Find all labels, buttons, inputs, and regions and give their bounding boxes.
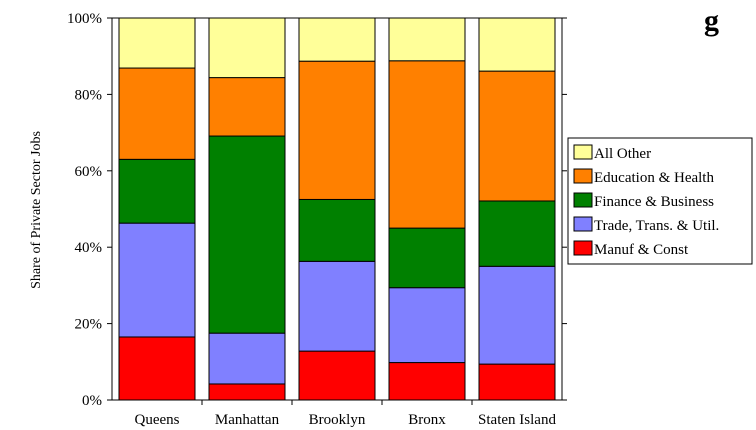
x-tick-label: Staten Island (478, 412, 556, 428)
y-tick-label: 20% (75, 317, 103, 333)
legend-label: Finance & Business (594, 194, 714, 210)
plot-area: 0% 20% 40% 60% 80% 100% Queens Manhattan Brookly… (67, 11, 567, 428)
bar-segment (118, 158, 196, 224)
bar-segment (118, 67, 196, 160)
legend-label: Education & Health (594, 170, 714, 186)
bar-segment (208, 332, 286, 385)
bar-segment (298, 17, 376, 62)
bar-segment (478, 363, 556, 401)
y-tick-label: 60% (75, 164, 103, 180)
y-tick-label: 100% (67, 11, 102, 27)
bar-segment (208, 383, 286, 401)
legend-swatch (573, 240, 593, 256)
bar-segment (118, 17, 196, 69)
bar-segment (118, 222, 196, 338)
x-tick-label: Manhattan (215, 412, 280, 428)
bar-segment (298, 198, 376, 262)
bar-segment (208, 77, 286, 137)
bar-segment (298, 60, 376, 200)
bar-segment (478, 17, 556, 72)
bar-segment (298, 350, 376, 401)
bar-segment (478, 70, 556, 202)
legend-swatch (573, 192, 593, 208)
bar-segment (388, 287, 466, 364)
bar-segment (478, 265, 556, 365)
x-tick-label: Queens (135, 412, 180, 428)
legend-swatch (573, 168, 593, 184)
bar-segment (388, 362, 466, 401)
y-tick-label: 80% (75, 87, 103, 103)
bar-segment (298, 260, 376, 352)
legend-box (567, 137, 753, 265)
legend: All Other Education & Health Finance & Bus… (567, 137, 753, 265)
bar-segment (208, 17, 286, 79)
bar-segment (208, 135, 286, 334)
bar-segment (388, 17, 466, 62)
bar-segment (388, 227, 466, 289)
bar-segment (118, 336, 196, 401)
bar-segment (388, 60, 466, 229)
legend-label: Manuf & Const (594, 242, 689, 258)
chart-title-fragment: g (704, 4, 719, 37)
y-tick-label: 0% (82, 393, 102, 409)
legend-swatch (573, 144, 593, 160)
legend-label: Trade, Trans. & Util. (594, 218, 719, 234)
x-tick-label: Brooklyn (309, 412, 366, 428)
x-tick-label: Bronx (408, 412, 446, 428)
legend-swatch (573, 216, 593, 232)
bar-segment (478, 200, 556, 267)
y-axis-label: Share of Private Sector Jobs (29, 131, 44, 289)
y-tick-label: 40% (75, 240, 103, 256)
legend-label: All Other (594, 146, 651, 162)
